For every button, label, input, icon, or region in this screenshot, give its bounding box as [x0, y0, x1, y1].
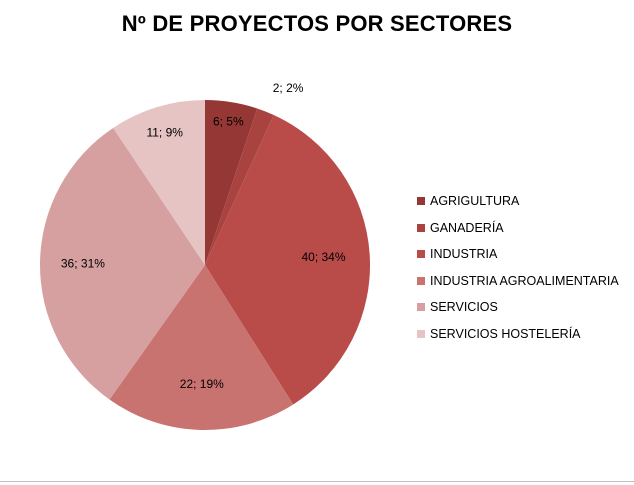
legend-label: SERVICIOS HOSTELERÍA: [430, 326, 581, 341]
pie-slice-agrigultura: [205, 99, 258, 265]
legend-swatch: [417, 250, 425, 259]
legend-label: INDUSTRIA AGROALIMENTARIA: [430, 273, 619, 288]
legend-item: GANADERÍA: [417, 215, 619, 242]
legend-swatch: [417, 197, 425, 206]
legend-swatch: [417, 276, 425, 285]
slice-data-label: 40; 34%: [301, 250, 345, 264]
slice-data-label: 2; 2%: [273, 81, 304, 95]
legend-label: SERVICIOS: [430, 300, 498, 315]
pie-slice-ganader-a: [205, 108, 274, 266]
slice-data-label: 22; 19%: [180, 377, 224, 391]
legend-item: SERVICIOS: [417, 294, 619, 321]
pie-slice-servicios-hosteler-a: [113, 100, 205, 265]
slice-data-label: 11; 9%: [146, 125, 183, 139]
legend-swatch: [417, 303, 425, 312]
legend-item: INDUSTRIA AGROALIMENTARIA: [417, 268, 619, 295]
pie-slice-industria-agroalimentaria: [109, 265, 294, 431]
chart-title: Nº DE PROYECTOS POR SECTORES: [121, 11, 513, 36]
slice-data-label: 6; 5%: [213, 115, 244, 129]
pie-slice-industria: [205, 114, 371, 405]
pie-slice-servicios: [39, 127, 205, 400]
slice-data-label: 36; 31%: [61, 256, 105, 270]
legend-item: INDUSTRIA: [417, 241, 619, 268]
legend-item: AGRIGULTURA: [417, 188, 619, 215]
legend-swatch: [417, 329, 425, 338]
legend-label: GANADERÍA: [430, 220, 504, 235]
legend: AGRIGULTURA GANADERÍA INDUSTRIA INDUSTRIA A…: [417, 188, 619, 347]
legend-swatch: [417, 223, 425, 232]
legend-label: INDUSTRIA: [430, 247, 498, 262]
legend-label: AGRIGULTURA: [430, 194, 520, 209]
legend-item: SERVICIOS HOSTELERÍA: [417, 321, 619, 348]
